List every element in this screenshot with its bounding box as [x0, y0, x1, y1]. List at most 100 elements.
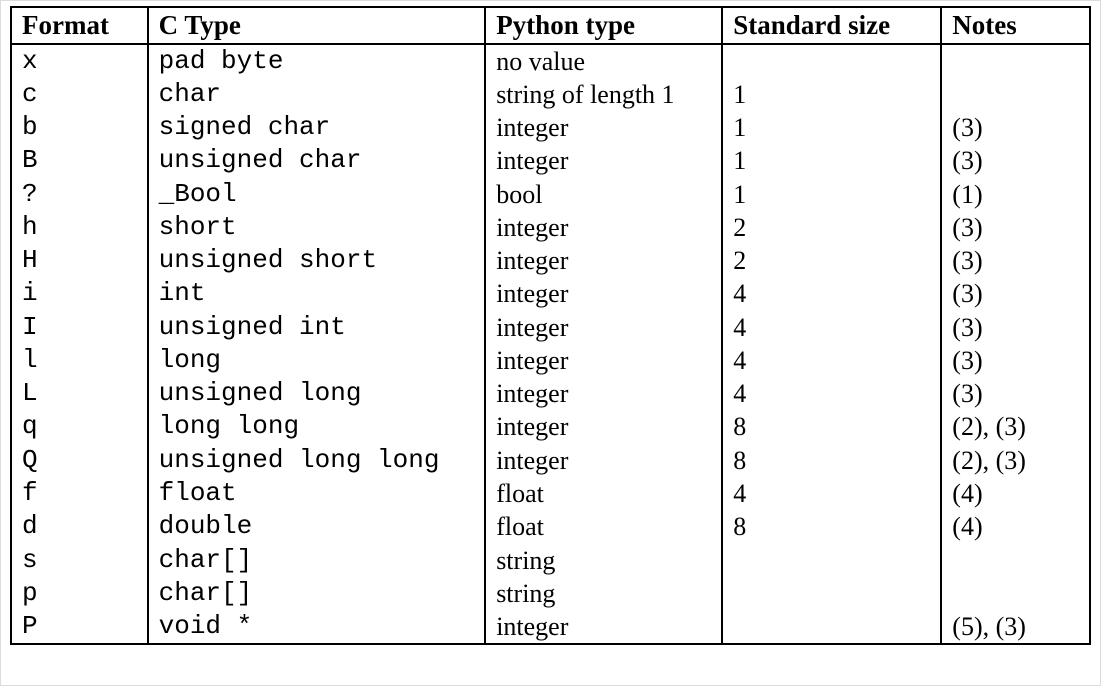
cell-ptype: integer — [485, 244, 722, 277]
table-row: xpad byteno value — [11, 44, 1090, 78]
cell-format: H — [11, 244, 148, 277]
cell-format: Q — [11, 444, 148, 477]
cell-ptype: integer — [485, 444, 722, 477]
cell-format: L — [11, 377, 148, 410]
cell-size: 1 — [722, 78, 941, 111]
cell-notes: (3) — [941, 111, 1090, 144]
cell-notes: (5), (3) — [941, 610, 1090, 644]
cell-size — [722, 544, 941, 577]
col-header-notes: Notes — [941, 7, 1090, 44]
cell-ctype: unsigned long — [148, 377, 486, 410]
cell-size: 1 — [722, 111, 941, 144]
cell-ptype: integer — [485, 610, 722, 644]
cell-notes — [941, 544, 1090, 577]
table-row: iintinteger4(3) — [11, 277, 1090, 310]
cell-notes: (3) — [941, 344, 1090, 377]
table-header-row: Format C Type Python type Standard size … — [11, 7, 1090, 44]
cell-ptype: bool — [485, 178, 722, 211]
col-header-format: Format — [11, 7, 148, 44]
cell-size: 8 — [722, 410, 941, 443]
cell-format: f — [11, 477, 148, 510]
cell-notes: (4) — [941, 510, 1090, 543]
cell-size: 2 — [722, 211, 941, 244]
table-row: ?_Boolbool1(1) — [11, 178, 1090, 211]
table-row: ffloatfloat4(4) — [11, 477, 1090, 510]
cell-notes — [941, 44, 1090, 78]
table-row: Lunsigned longinteger4(3) — [11, 377, 1090, 410]
table-row: bsigned charinteger1(3) — [11, 111, 1090, 144]
table-row: Hunsigned shortinteger2(3) — [11, 244, 1090, 277]
cell-size: 1 — [722, 178, 941, 211]
cell-ptype: integer — [485, 111, 722, 144]
cell-ptype: string of length 1 — [485, 78, 722, 111]
cell-size: 4 — [722, 377, 941, 410]
cell-ctype: char[] — [148, 577, 486, 610]
cell-notes: (3) — [941, 211, 1090, 244]
cell-ctype: long long — [148, 410, 486, 443]
cell-format: d — [11, 510, 148, 543]
table-row: Bunsigned charinteger1(3) — [11, 144, 1090, 177]
cell-notes: (3) — [941, 144, 1090, 177]
cell-size: 1 — [722, 144, 941, 177]
cell-ctype: int — [148, 277, 486, 310]
cell-format: i — [11, 277, 148, 310]
cell-ptype: no value — [485, 44, 722, 78]
cell-format: P — [11, 610, 148, 644]
cell-notes: (3) — [941, 244, 1090, 277]
cell-format: c — [11, 78, 148, 111]
table-body: xpad byteno valueccharstring of length 1… — [11, 44, 1090, 645]
cell-notes: (2), (3) — [941, 444, 1090, 477]
cell-notes: (4) — [941, 477, 1090, 510]
cell-ptype: integer — [485, 344, 722, 377]
cell-ctype: void * — [148, 610, 486, 644]
cell-size — [722, 577, 941, 610]
cell-size — [722, 610, 941, 644]
cell-ctype: _Bool — [148, 178, 486, 211]
cell-format: ? — [11, 178, 148, 211]
cell-ctype: float — [148, 477, 486, 510]
cell-format: s — [11, 544, 148, 577]
table-row: Qunsigned long longinteger8(2), (3) — [11, 444, 1090, 477]
cell-size: 8 — [722, 444, 941, 477]
cell-ptype: integer — [485, 311, 722, 344]
cell-ptype: integer — [485, 211, 722, 244]
col-header-ptype: Python type — [485, 7, 722, 44]
cell-notes — [941, 78, 1090, 111]
cell-ctype: unsigned short — [148, 244, 486, 277]
cell-ctype: pad byte — [148, 44, 486, 78]
cell-size: 4 — [722, 477, 941, 510]
cell-format: b — [11, 111, 148, 144]
cell-format: I — [11, 311, 148, 344]
cell-ptype: string — [485, 577, 722, 610]
cell-notes — [941, 577, 1090, 610]
table-row: ddoublefloat8(4) — [11, 510, 1090, 543]
cell-notes: (2), (3) — [941, 410, 1090, 443]
cell-ctype: unsigned long long — [148, 444, 486, 477]
table-row: qlong longinteger8(2), (3) — [11, 410, 1090, 443]
cell-size: 4 — [722, 311, 941, 344]
cell-format: x — [11, 44, 148, 78]
cell-ptype: integer — [485, 144, 722, 177]
cell-ctype: char[] — [148, 544, 486, 577]
cell-ctype: long — [148, 344, 486, 377]
cell-size: 2 — [722, 244, 941, 277]
screenshot-frame: Format C Type Python type Standard size … — [0, 0, 1101, 686]
cell-format: p — [11, 577, 148, 610]
table-row: ccharstring of length 11 — [11, 78, 1090, 111]
cell-format: l — [11, 344, 148, 377]
cell-notes: (3) — [941, 311, 1090, 344]
cell-size: 4 — [722, 277, 941, 310]
cell-ptype: string — [485, 544, 722, 577]
cell-notes: (3) — [941, 377, 1090, 410]
cell-ctype: short — [148, 211, 486, 244]
cell-format: h — [11, 211, 148, 244]
cell-format: q — [11, 410, 148, 443]
cell-size: 8 — [722, 510, 941, 543]
cell-ctype: signed char — [148, 111, 486, 144]
table-row: pchar[]string — [11, 577, 1090, 610]
cell-ctype: double — [148, 510, 486, 543]
cell-ptype: float — [485, 510, 722, 543]
cell-ctype: unsigned int — [148, 311, 486, 344]
col-header-ctype: C Type — [148, 7, 486, 44]
cell-notes: (3) — [941, 277, 1090, 310]
